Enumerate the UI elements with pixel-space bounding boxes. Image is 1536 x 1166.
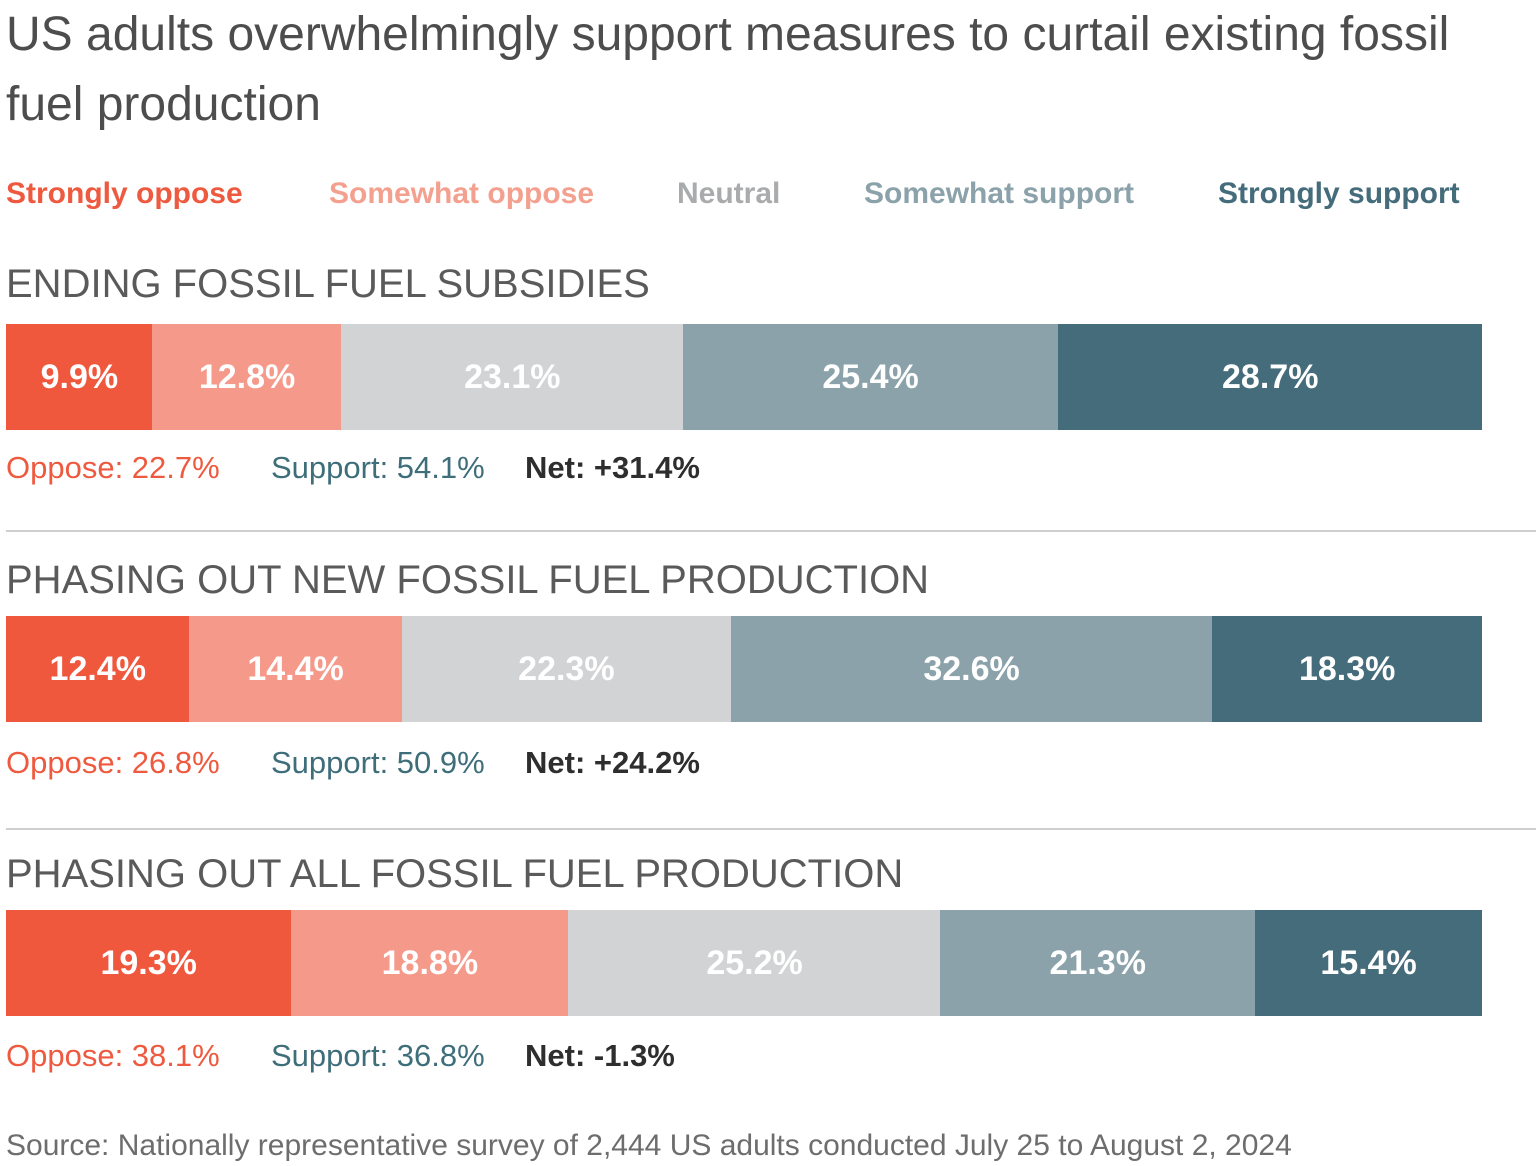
stacked-bar-ending-subsidies: 9.9% 12.8% 23.1% 25.4% 28.7%: [6, 324, 1483, 430]
legend-somewhat-oppose: Somewhat oppose: [329, 177, 595, 210]
net-total: Net: +31.4%: [525, 450, 700, 485]
bar-segment-strongly-support: 15.4%: [1254, 910, 1483, 1016]
divider: [6, 530, 1536, 532]
oppose-total: Oppose: 22.7%: [6, 450, 220, 485]
group-title-phasing-new: PHASING OUT NEW FOSSIL FUEL PRODUCTION: [6, 558, 930, 602]
bar-segment-somewhat-oppose: 12.8%: [152, 324, 342, 430]
bar-segment-neutral: 23.1%: [341, 324, 684, 430]
support-total: Support: 50.9%: [271, 745, 485, 780]
bar-value-label: 12.8%: [198, 357, 296, 396]
net-total: Net: -1.3%: [525, 1038, 675, 1073]
group-title-phasing-all: PHASING OUT ALL FOSSIL FUEL PRODUCTION: [6, 852, 904, 896]
chart-title: US adults overwhelmingly support measure…: [6, 8, 1450, 131]
net-total: Net: +24.2%: [525, 745, 700, 780]
bar-value-label: 28.7%: [1222, 357, 1319, 396]
bar-segment-somewhat-support: 21.3%: [940, 910, 1256, 1016]
bar-segment-somewhat-oppose: 14.4%: [189, 616, 403, 722]
bar-value-label: 18.3%: [1298, 649, 1396, 688]
bar-value-label: 15.4%: [1320, 943, 1417, 982]
bar-value-label: 19.3%: [100, 943, 197, 982]
bar-value-label: 14.4%: [247, 649, 344, 688]
bar-segment-strongly-support: 28.7%: [1057, 324, 1483, 430]
summary-phasing-all: Oppose: 38.1% Support: 36.8% Net: -1.3%: [6, 1036, 906, 1076]
group-title-ending-subsidies: ENDING FOSSIL FUEL SUBSIDIES: [6, 262, 650, 306]
bar-value-label: 22.3%: [518, 649, 615, 688]
bar-segment-strongly-oppose: 9.9%: [6, 324, 153, 430]
bar-value-label: 12.4%: [49, 649, 146, 688]
oppose-total: Oppose: 38.1%: [6, 1038, 220, 1073]
bar-value-label: 23.1%: [464, 357, 561, 396]
bar-segment-somewhat-oppose: 18.8%: [290, 910, 569, 1016]
source-note: Source: Nationally representative survey…: [6, 1129, 1292, 1162]
stacked-bar-phasing-new: 12.4% 14.4% 22.3% 32.6% 18.3%: [6, 616, 1483, 722]
legend-strongly-oppose: Strongly oppose: [6, 177, 243, 210]
bar-segment-strongly-support: 18.3%: [1211, 616, 1483, 722]
legend: Strongly oppose Somewhat oppose Neutral …: [6, 174, 1506, 214]
bar-value-label: 9.9%: [40, 357, 119, 396]
support-total: Support: 36.8%: [271, 1038, 485, 1073]
divider: [6, 828, 1536, 830]
legend-strongly-support: Strongly support: [1218, 177, 1460, 210]
legend-somewhat-support: Somewhat support: [864, 177, 1135, 210]
bar-segment-strongly-oppose: 19.3%: [6, 910, 292, 1016]
bar-segment-neutral: 22.3%: [401, 616, 732, 722]
bar-value-label: 25.4%: [822, 357, 919, 396]
legend-neutral: Neutral: [677, 177, 781, 210]
support-total: Support: 54.1%: [271, 450, 485, 485]
bar-value-label: 18.8%: [381, 943, 479, 982]
bar-value-label: 32.6%: [923, 649, 1020, 688]
bar-value-label: 21.3%: [1049, 943, 1146, 982]
summary-phasing-new: Oppose: 26.8% Support: 50.9% Net: +24.2%: [6, 743, 906, 783]
bar-value-label: 25.2%: [706, 943, 803, 982]
bar-segment-neutral: 25.2%: [568, 910, 941, 1016]
oppose-total: Oppose: 26.8%: [6, 745, 220, 780]
bar-segment-somewhat-support: 25.4%: [682, 324, 1059, 430]
bar-segment-strongly-oppose: 12.4%: [6, 616, 190, 722]
bar-segment-somewhat-support: 32.6%: [730, 616, 1213, 722]
stacked-bar-phasing-all: 19.3% 18.8% 25.2% 21.3% 15.4%: [6, 910, 1483, 1016]
summary-ending-subsidies: Oppose: 22.7% Support: 54.1% Net: +31.4%: [6, 448, 906, 488]
